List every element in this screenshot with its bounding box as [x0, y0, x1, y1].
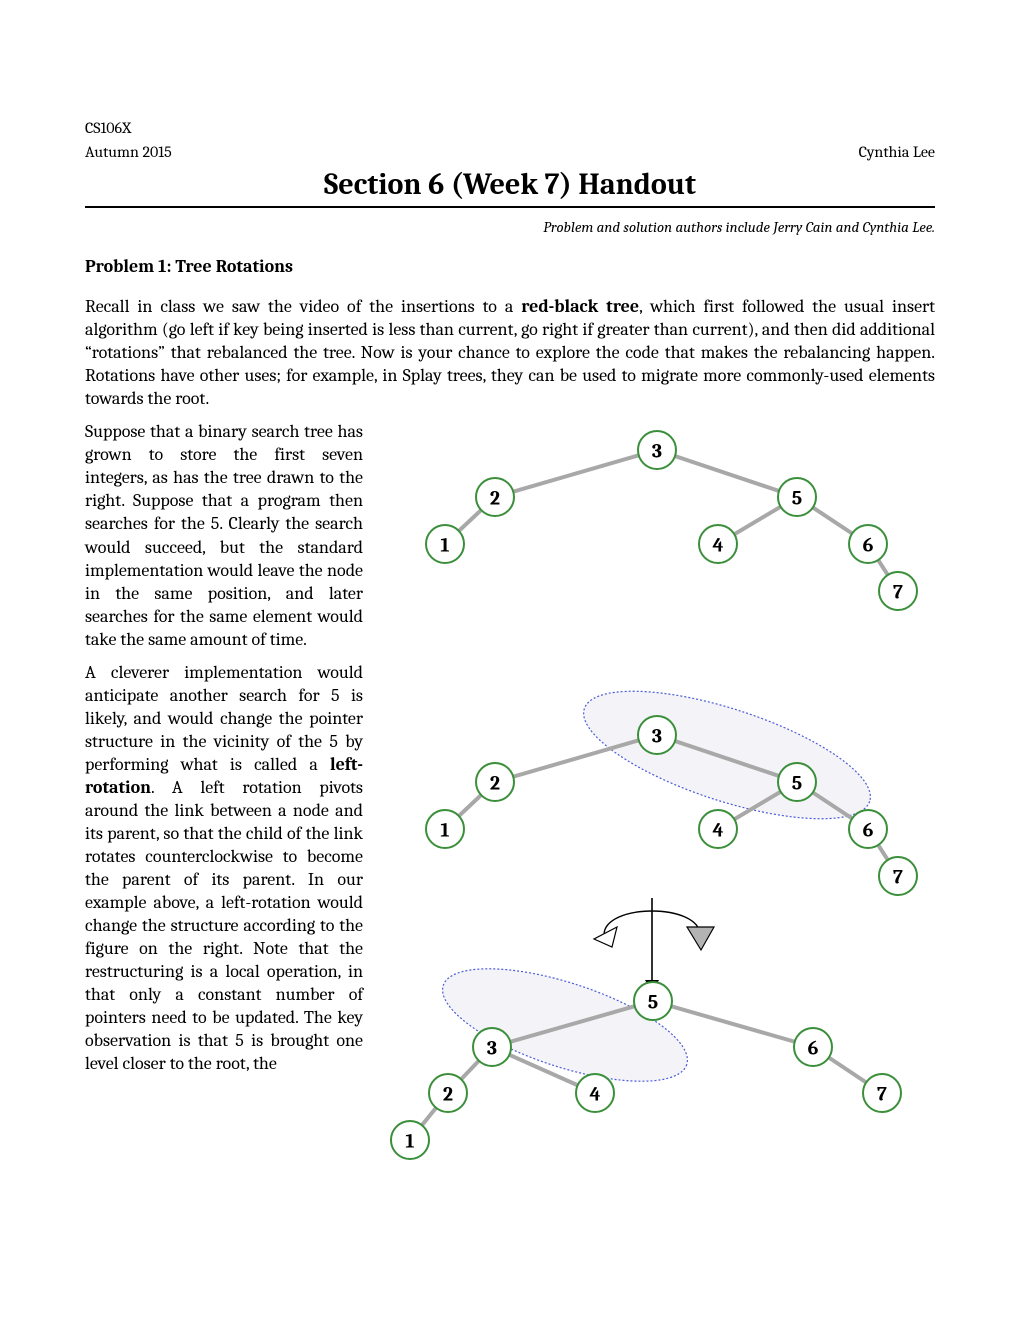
- header-row: CS106X Autumn 2015 Cynthia Lee: [85, 118, 935, 163]
- tree-node-label: 3: [487, 1037, 497, 1060]
- body-columns: Suppose that a binary search tree has gr…: [85, 420, 935, 1190]
- tree-node-label: 6: [808, 1037, 819, 1060]
- credits-line: Problem and solution authors include Jer…: [85, 218, 935, 236]
- tree-node-label: 1: [440, 534, 449, 557]
- tree-node-label: 7: [877, 1083, 887, 1106]
- tree-node-label: 2: [490, 772, 500, 795]
- intro-paragraph: Recall in class we saw the video of the …: [85, 295, 935, 410]
- intro-before: Recall in class we saw the video of the …: [85, 296, 521, 317]
- tree-node-label: 7: [893, 866, 903, 889]
- tree-edge: [657, 450, 797, 497]
- figure-column: 1 2 3 4 5 6 7 1 2 3 4 5 6 7 1 2 3 4 5 6 7: [385, 420, 935, 1190]
- course-code: CS106X: [85, 118, 172, 140]
- header-left: CS106X Autumn 2015: [85, 118, 172, 163]
- para-cleverer: A cleverer implementation would anticipa…: [85, 661, 363, 1076]
- tree-node-label: 4: [589, 1083, 600, 1106]
- tree-node-label: 2: [490, 487, 500, 510]
- page: CS106X Autumn 2015 Cynthia Lee Section 6…: [0, 0, 1020, 1320]
- tree-node-label: 5: [792, 487, 802, 510]
- tree-node-label: 4: [712, 819, 723, 842]
- author-name: Cynthia Lee: [859, 143, 935, 163]
- tree-after-rotation: 1 2 3 4 5 6 7: [391, 946, 901, 1159]
- para2-before: A cleverer implementation would anticipa…: [85, 662, 363, 775]
- tree-node-label: 4: [712, 534, 723, 557]
- tree-node-label: 7: [893, 581, 903, 604]
- intro-bold-redblack: red-black tree: [521, 296, 639, 317]
- tree-node-label: 3: [652, 725, 662, 748]
- tree-node-label: 5: [792, 772, 802, 795]
- para-suppose: Suppose that a binary search tree has gr…: [85, 420, 363, 650]
- rotation-arrow-icon: [594, 911, 714, 950]
- page-title: Section 6 (Week 7) Handout: [324, 167, 696, 202]
- tree-node-label: 2: [443, 1083, 453, 1106]
- tree-node-label: 3: [652, 440, 662, 463]
- para2-after: . A left rotation pivots around the link…: [85, 777, 363, 1074]
- left-column: Suppose that a binary search tree has gr…: [85, 420, 363, 1085]
- tree-before: 1 2 3 4 5 6 7: [426, 431, 917, 610]
- title-bar: Section 6 (Week 7) Handout: [85, 167, 935, 208]
- tree-edge: [495, 450, 657, 497]
- tree-node-label: 1: [440, 819, 449, 842]
- term-text: Autumn 2015: [85, 142, 172, 164]
- problem-title: Problem 1: Tree Rotations: [85, 256, 935, 277]
- trees-figure: 1 2 3 4 5 6 7 1 2 3 4 5 6 7 1 2 3 4 5 6 7: [385, 420, 933, 1190]
- tree-node-label: 5: [648, 991, 658, 1014]
- tree-node-label: 6: [863, 534, 874, 557]
- down-arrow-icon: [645, 898, 659, 992]
- tree-highlighted: 1 2 3 4 5 6 7: [426, 665, 917, 992]
- tree-node-label: 6: [863, 819, 874, 842]
- tree-node-label: 1: [405, 1130, 414, 1153]
